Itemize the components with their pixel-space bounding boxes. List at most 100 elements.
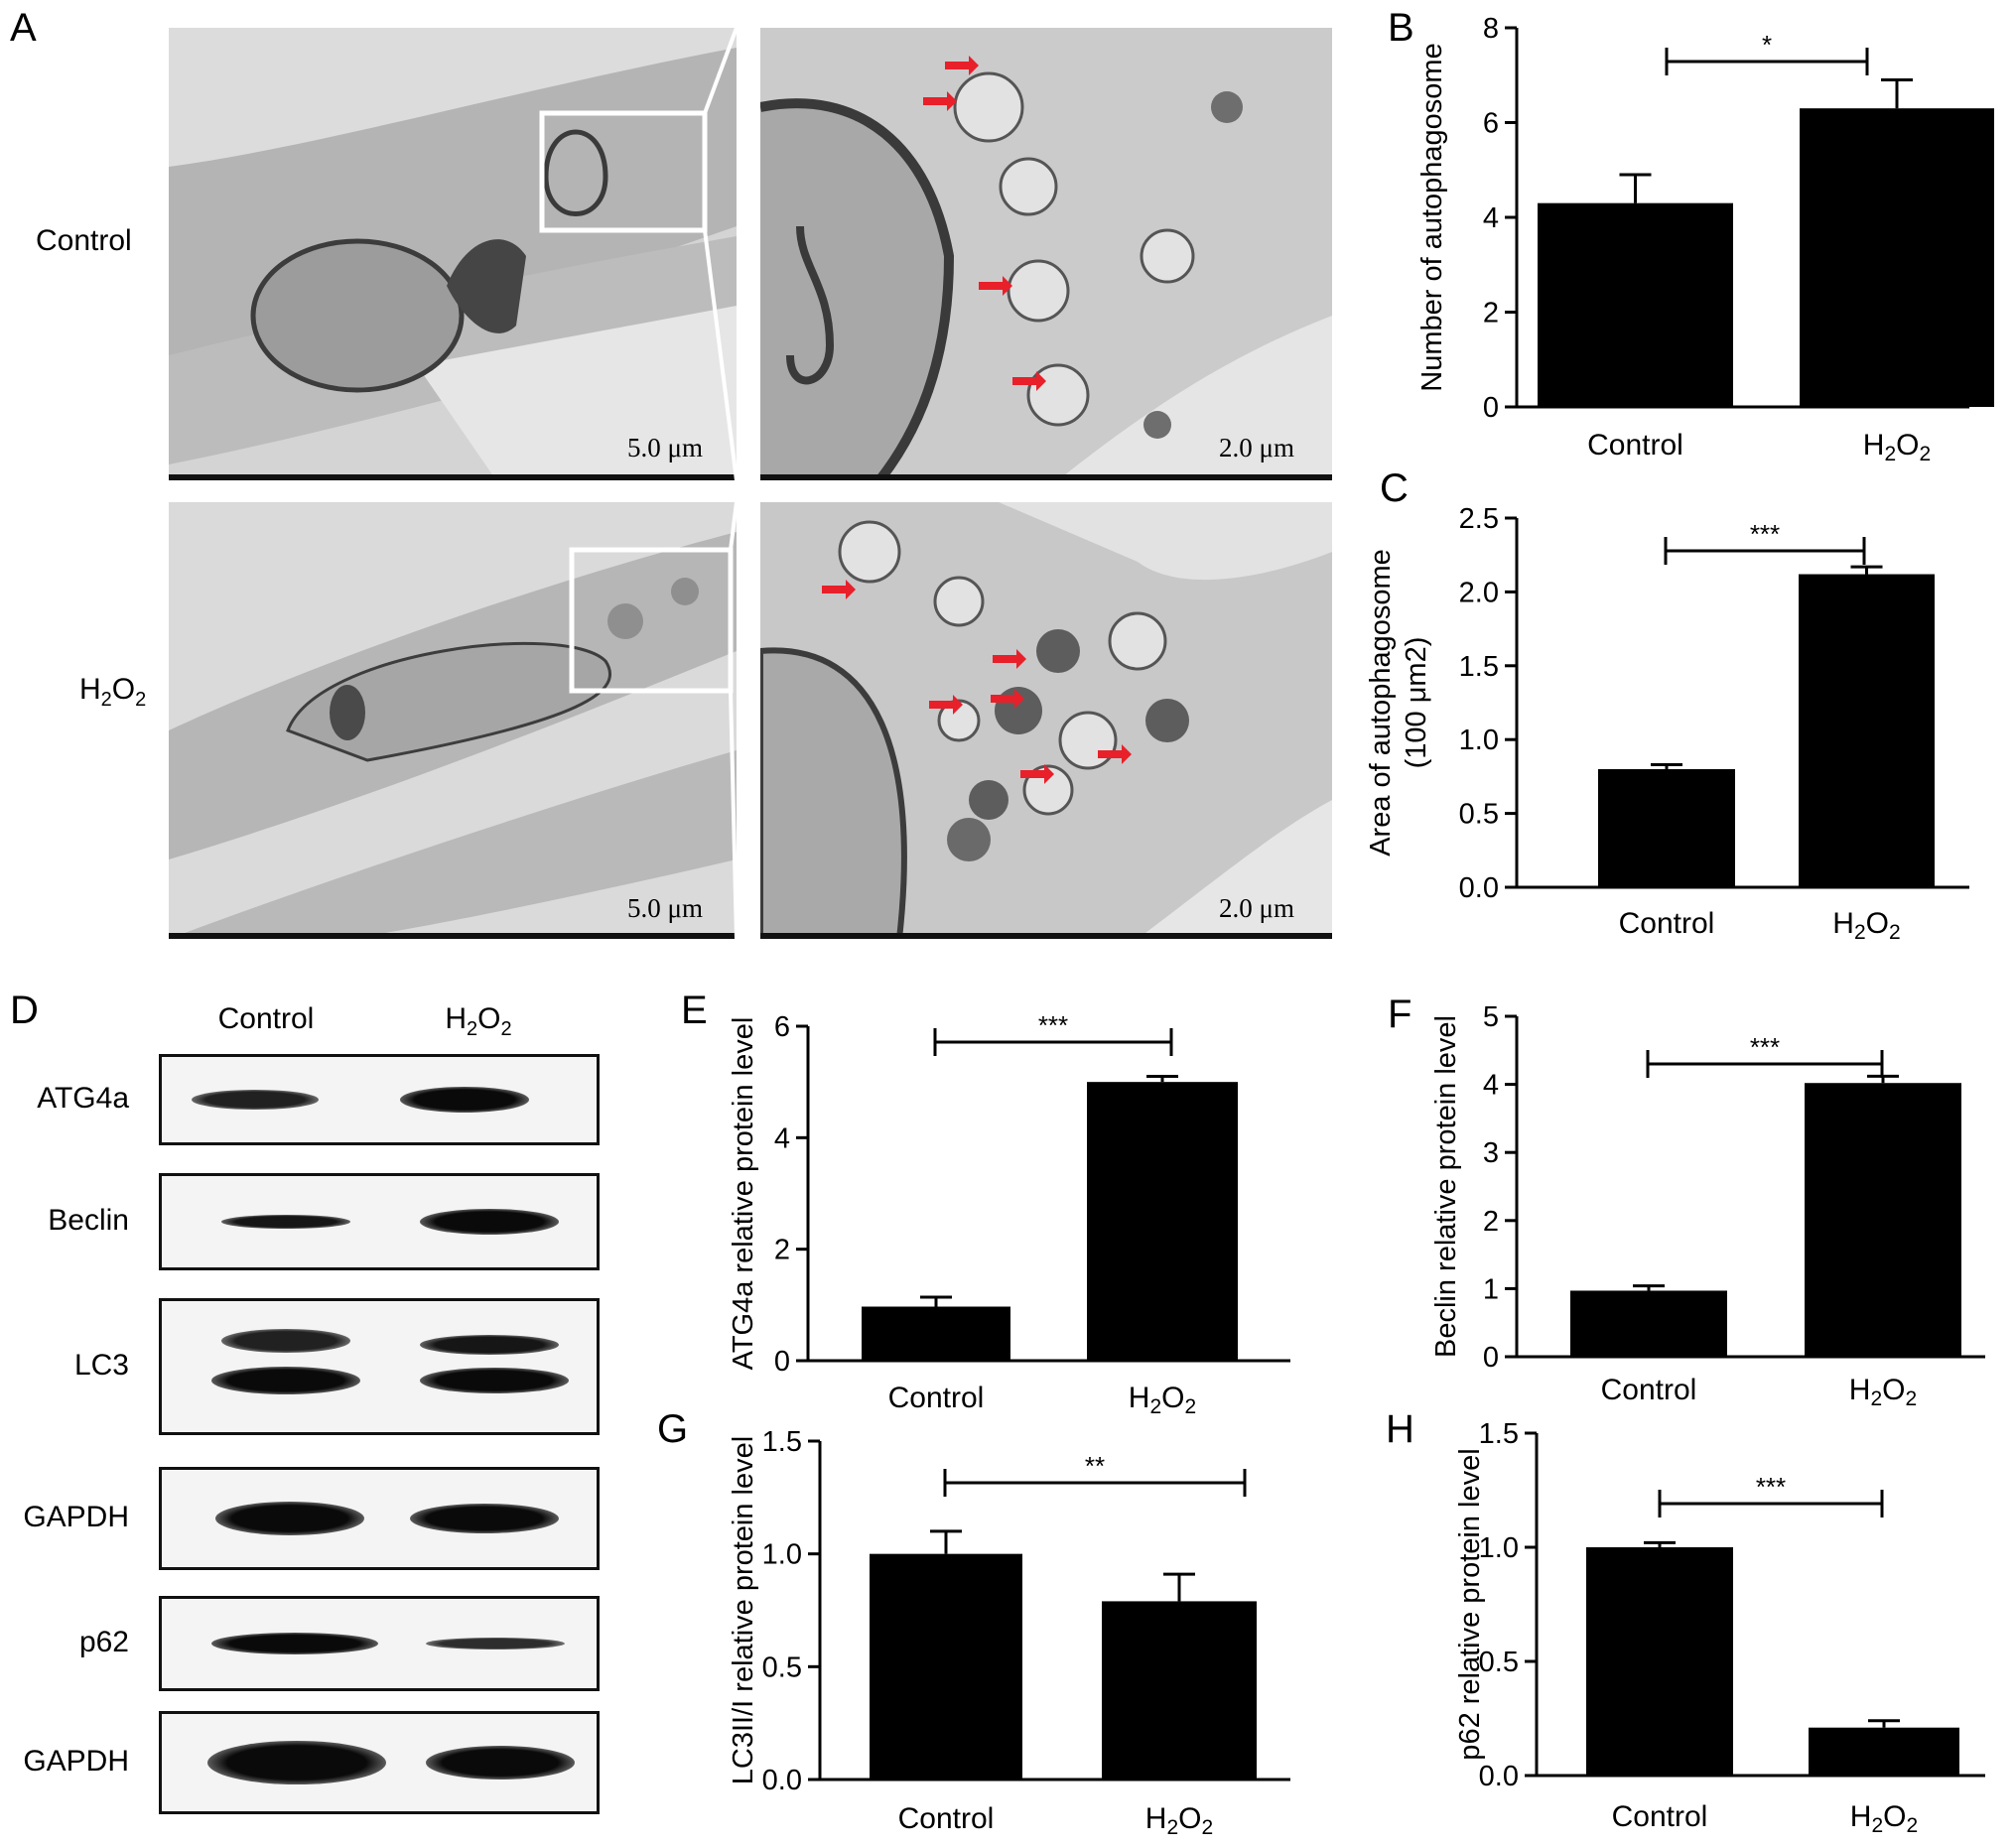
chart-f-category-0: Control <box>1601 1374 1697 1406</box>
chart-e-significance: *** <box>1038 1010 1068 1040</box>
h2o2-part: 2 <box>1149 1395 1161 1418</box>
h2o2-part: 2 <box>1889 921 1901 944</box>
scale-label-a1: 5.0 μm <box>627 433 703 462</box>
panel-letter-e: E <box>681 989 708 1032</box>
chart-c-bar-1 <box>1799 574 1935 887</box>
chart-b-ytick-label: 2 <box>1483 298 1499 330</box>
blot-box-gapdh-5 <box>159 1711 600 1814</box>
h2o2-part: 2 <box>1907 1814 1919 1837</box>
blot-label-atg4a: ATG4a <box>37 1082 129 1115</box>
blot-band <box>426 1638 565 1649</box>
blot-band <box>221 1329 350 1353</box>
chart-b-ytick-label: 8 <box>1483 13 1499 45</box>
h2o2-part: 2 <box>1202 1816 1214 1839</box>
em-control-high-image <box>760 28 1332 480</box>
panel-letter-f: F <box>1388 992 1412 1036</box>
chart-b-ytick-label: 4 <box>1483 202 1499 234</box>
blot-band <box>400 1087 529 1113</box>
chart-e-ytick-label: 0 <box>774 1346 790 1378</box>
chart-e-category-0: Control <box>888 1382 985 1414</box>
chart-h-category-1: H2O2 <box>1850 1800 1918 1837</box>
h2o2-base2: O <box>111 673 136 706</box>
chart-b-significance: * <box>1762 30 1772 60</box>
h2o2-part: H <box>1145 1802 1167 1835</box>
chart-c-ytick-label: 2.0 <box>1459 577 1499 608</box>
h2o2-part: 2 <box>1906 1387 1918 1410</box>
blot-label-beclin: Beclin <box>48 1204 129 1237</box>
h2o2-sub2: 2 <box>135 689 147 711</box>
h2o2-part: H <box>1850 1800 1872 1833</box>
h2o2-part: O <box>1882 1374 1905 1406</box>
panel-letter-c: C <box>1380 466 1409 510</box>
chart-c-category-0: Control <box>1619 907 1715 940</box>
chart-g-bar-1 <box>1102 1601 1257 1780</box>
chart-e-bar-1 <box>1087 1082 1238 1361</box>
em-control-low-image <box>169 28 737 480</box>
chart-b-category-0: Control <box>1587 429 1683 462</box>
em-h2o2-high <box>760 502 1332 939</box>
chart-h-bar-1 <box>1809 1727 1959 1776</box>
chart-f-ytick-label: 0 <box>1483 1342 1499 1374</box>
blot-label-gapdh: GAPDH <box>23 1745 129 1778</box>
blot-col-control: Control <box>217 1002 315 1035</box>
panel-letter-d: D <box>10 989 39 1032</box>
scale-label-a3: 5.0 μm <box>627 893 703 923</box>
scale-label-a4: 2.0 μm <box>1219 893 1294 923</box>
blot-label-gapdh: GAPDH <box>23 1501 129 1533</box>
chart-g-significance: ** <box>1085 1451 1105 1481</box>
chart-c-ylabel-0: Area of autophagosome <box>1365 549 1397 857</box>
h2o2-base: H <box>79 673 101 706</box>
h2o2-part: H <box>1129 1382 1150 1414</box>
chart-e-category-1: H2O2 <box>1129 1382 1196 1418</box>
chart-e-ytick-label: 2 <box>774 1235 790 1266</box>
blot-band <box>215 1502 364 1535</box>
blot-band <box>207 1741 386 1784</box>
blot-box-gapdh-3 <box>159 1467 600 1570</box>
chart-h-category-0: Control <box>1612 1800 1708 1833</box>
em-h2o2-high-image <box>760 502 1332 939</box>
em-h2o2-low-image <box>169 502 737 939</box>
h2o2-sub: 2 <box>100 689 112 711</box>
chart-b-ytick-label: 0 <box>1483 392 1499 424</box>
blot-band <box>192 1090 319 1110</box>
chart-h-ytick-label: 0.5 <box>1479 1647 1519 1678</box>
chart-c-significance: *** <box>1750 519 1780 549</box>
h2o2-part: 2 <box>1884 443 1896 465</box>
chart-f-ylabel-0: Beclin relative protein level <box>1430 1015 1462 1358</box>
chart-g-ytick-label: 0.5 <box>762 1651 802 1683</box>
chart-h-ytick-label: 1.5 <box>1479 1418 1519 1450</box>
h2o2-part: O <box>1896 429 1919 462</box>
h2o2-part: O <box>1161 1382 1184 1414</box>
blot-band <box>420 1368 569 1393</box>
blot-h2o2-sub2: 2 <box>500 1018 512 1040</box>
chart-g-ylabel-0: LC3II/I relative protein level <box>728 1436 759 1784</box>
h2o2-part: H <box>1863 429 1885 462</box>
chart-f-significance: *** <box>1750 1032 1780 1062</box>
blot-box-p62-4 <box>159 1596 600 1691</box>
chart-b-ytick-label: 6 <box>1483 108 1499 140</box>
h2o2-part: 2 <box>1854 921 1866 944</box>
panel-letter-a: A <box>10 6 37 50</box>
blot-h2o2-sub1: 2 <box>467 1018 478 1040</box>
chart-e-ytick-label: 4 <box>774 1122 790 1154</box>
chart-c-ytick-label: 0.0 <box>1459 872 1499 904</box>
chart-g-ytick-label: 0.0 <box>762 1765 802 1796</box>
chart-h-ytick-label: 1.0 <box>1479 1532 1519 1564</box>
chart-g-ytick-label: 1.5 <box>762 1426 802 1458</box>
chart-c-ylabel-1: (100 μm2) <box>1401 637 1432 769</box>
chart-g-category-1: H2O2 <box>1145 1802 1213 1839</box>
chart-c-ytick-label: 2.5 <box>1459 503 1499 535</box>
blot-col-h2o2: H2O2 <box>379 1002 578 1041</box>
blot-band <box>221 1215 350 1229</box>
chart-f-bar-0 <box>1570 1290 1727 1357</box>
blot-label-lc3: LC3 <box>73 1349 129 1382</box>
panel-letter-g: G <box>657 1407 689 1451</box>
chart-f-ytick-label: 4 <box>1483 1070 1499 1102</box>
chart-g-category-0: Control <box>898 1802 995 1835</box>
blot-label-p62: p62 <box>78 1626 129 1658</box>
chart-f-ytick-label: 1 <box>1483 1273 1499 1305</box>
chart-h-ylabel-0: p62 relative protein level <box>1454 1448 1486 1760</box>
chart-h-significance: *** <box>1756 1472 1786 1502</box>
chart-f-ytick-label: 2 <box>1483 1206 1499 1238</box>
